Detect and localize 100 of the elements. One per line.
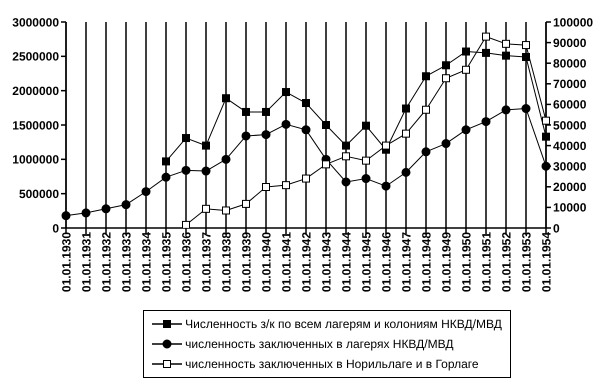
point xyxy=(342,142,350,150)
point xyxy=(302,174,310,183)
point xyxy=(502,40,510,48)
point xyxy=(442,61,450,70)
point xyxy=(322,121,330,129)
point xyxy=(282,88,290,96)
x-tick-label: 01.01.1945 xyxy=(360,232,374,292)
x-tick-label: 01.01.1936 xyxy=(180,232,194,292)
y-tick-label: 3000000 xyxy=(12,15,60,30)
point xyxy=(302,125,310,134)
y2-tick-label: 60000 xyxy=(553,98,587,112)
point xyxy=(182,166,190,175)
y2-tick-label: 30000 xyxy=(553,159,587,174)
point xyxy=(462,48,470,56)
point xyxy=(522,104,530,114)
point xyxy=(282,120,290,129)
y-tick-label: 500000 xyxy=(18,186,60,201)
x-tick-label: 01.01.1933 xyxy=(120,232,134,292)
x-tick-label: 01.01.1934 xyxy=(140,232,154,292)
point xyxy=(242,108,250,116)
point xyxy=(542,132,550,141)
point xyxy=(422,147,430,156)
point xyxy=(522,41,530,50)
point xyxy=(402,104,410,113)
y2-tick-label: 0 xyxy=(553,221,560,236)
point xyxy=(402,168,410,177)
point xyxy=(362,122,370,130)
point xyxy=(382,142,390,150)
point xyxy=(462,125,470,134)
point xyxy=(342,177,350,186)
point xyxy=(142,187,150,196)
point xyxy=(282,181,290,190)
point xyxy=(222,94,230,102)
point xyxy=(362,174,370,184)
x-tick-label: 01.01.1951 xyxy=(480,232,494,292)
point xyxy=(202,166,210,176)
point xyxy=(162,172,170,182)
y-tick-label: 2500000 xyxy=(12,50,60,64)
y2-tick-label: 10000 xyxy=(553,200,587,215)
x-tick-label: 01.01.1947 xyxy=(400,232,414,292)
y2-tick-label: 50000 xyxy=(553,118,587,132)
point xyxy=(462,66,470,74)
point xyxy=(442,74,450,82)
point xyxy=(482,48,490,57)
point xyxy=(322,160,330,168)
point xyxy=(262,183,270,192)
point xyxy=(522,53,530,62)
x-tick-label: 01.01.1950 xyxy=(460,232,474,292)
x-tick-label: 01.01.1943 xyxy=(320,232,334,292)
point xyxy=(222,206,230,214)
y2-tick-label: 90000 xyxy=(553,36,587,50)
point xyxy=(82,208,90,218)
x-tick-label: 01.01.1954 xyxy=(540,232,554,292)
y2-tick-label: 100000 xyxy=(553,15,594,30)
point xyxy=(202,142,210,150)
x-tick-label: 01.01.1935 xyxy=(160,232,174,292)
y-tick-label: 0 xyxy=(52,221,60,236)
x-tick-label: 01.01.1952 xyxy=(500,232,514,292)
point xyxy=(402,130,410,138)
point xyxy=(442,139,450,148)
x-tick-label: 01.01.1941 xyxy=(280,232,294,292)
point xyxy=(422,72,430,80)
point xyxy=(262,108,270,116)
x-tick-label: 01.01.1939 xyxy=(240,232,254,292)
point xyxy=(222,154,230,164)
point xyxy=(502,52,510,60)
point xyxy=(482,32,490,41)
point xyxy=(182,220,190,228)
x-tick-label: 01.01.1937 xyxy=(200,232,214,292)
x-tick-label: 01.01.1942 xyxy=(300,232,314,292)
point xyxy=(482,117,490,126)
y-tick-label: 2000000 xyxy=(12,84,60,98)
legend-label: Численность з/к по всем лагерям и колониям НКВД/МВД xyxy=(185,317,502,331)
point xyxy=(262,130,270,140)
y2-tick-label: 20000 xyxy=(553,180,587,194)
y-tick-label: 1000000 xyxy=(12,152,60,167)
point xyxy=(422,106,430,114)
point xyxy=(502,105,510,114)
point xyxy=(242,200,250,208)
point xyxy=(202,204,210,213)
x-tick-label: 01.01.1953 xyxy=(520,232,534,292)
x-tick-label: 01.01.1946 xyxy=(380,232,394,292)
point xyxy=(362,156,370,165)
legend-label: численность заключенных в лагерях НКВД/МВД xyxy=(185,337,454,351)
x-tick-label: 01.01.1940 xyxy=(260,232,274,292)
point xyxy=(182,134,190,142)
y2-tick-label: 70000 xyxy=(553,77,587,92)
point xyxy=(162,157,170,166)
point xyxy=(302,99,310,108)
y2-tick-label: 80000 xyxy=(553,56,587,70)
point xyxy=(62,211,70,220)
y2-tick-label: 40000 xyxy=(553,138,587,153)
x-tick-label: 01.01.1948 xyxy=(420,232,434,292)
x-tick-label: 01.01.1944 xyxy=(340,232,354,292)
x-tick-label: 01.01.1931 xyxy=(80,232,94,292)
point xyxy=(342,152,350,160)
point xyxy=(122,200,130,210)
point xyxy=(382,182,390,191)
point xyxy=(102,204,110,214)
y-tick-label: 1500000 xyxy=(12,118,60,132)
